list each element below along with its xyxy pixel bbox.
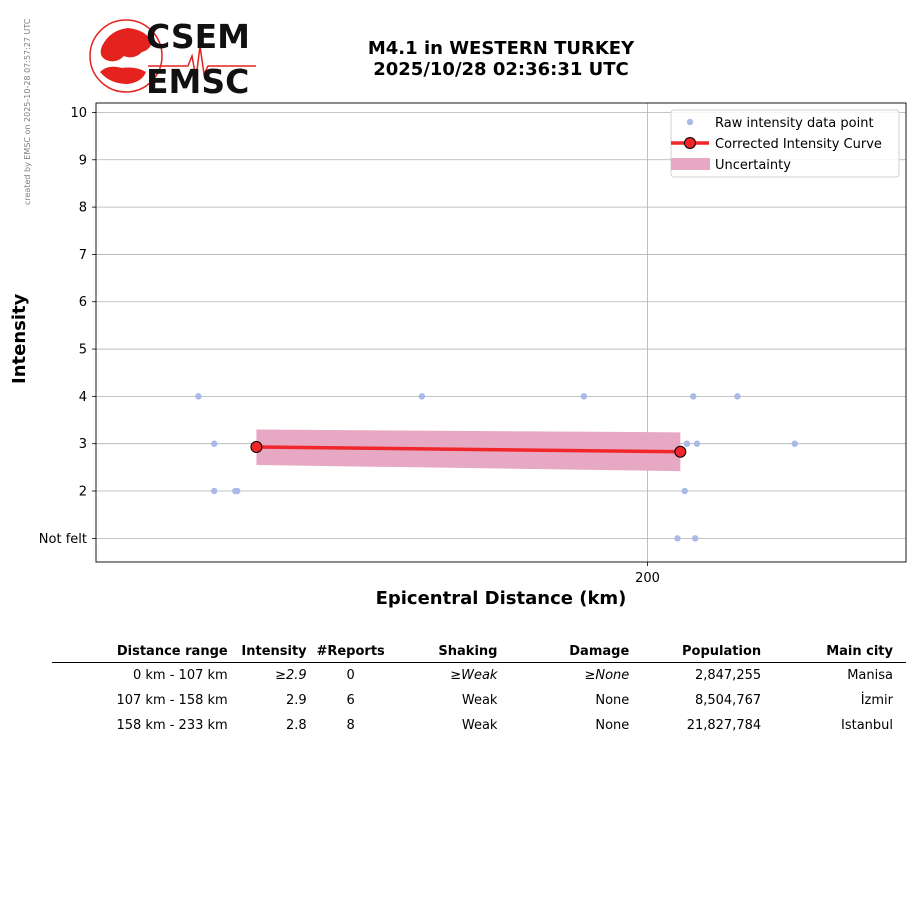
emsc-logo: CSEM EMSC bbox=[89, 17, 256, 98]
raw-data-point bbox=[674, 535, 681, 542]
chart-legend: Raw intensity data point Corrected Intens… bbox=[670, 109, 900, 178]
chart-title: M4.1 in WESTERN TURKEY 2025/10/28 02:36:… bbox=[300, 38, 702, 80]
y-tick-label: 2 bbox=[79, 485, 87, 500]
legend-label: Corrected Intensity Curve bbox=[715, 137, 882, 152]
legend-label: Uncertainty bbox=[715, 158, 791, 173]
cell-intensity: 2.8 bbox=[285, 718, 307, 733]
y-tick-label: 5 bbox=[79, 343, 87, 358]
logo-bottom-text: EMSC bbox=[146, 62, 249, 98]
header-damage: Damage bbox=[497, 640, 630, 663]
cell-distance: 107 km - 158 km bbox=[116, 693, 228, 708]
cell-shaking: ≥Weak bbox=[450, 668, 498, 683]
cell-reports: 8 bbox=[346, 718, 355, 733]
cell-reports: 0 bbox=[346, 668, 355, 683]
cell-intensity: ≥2.9 bbox=[275, 668, 307, 683]
cell-main-city: Manisa bbox=[847, 668, 893, 683]
x-tick-label: 200 bbox=[635, 571, 660, 586]
intensity-table: Distance range Intensity #Reports Shakin… bbox=[52, 640, 906, 738]
cell-distance: 158 km - 233 km bbox=[116, 718, 228, 733]
curve-marker bbox=[250, 441, 263, 454]
y-tick-label: Not felt bbox=[39, 532, 87, 547]
plot-frame bbox=[95, 102, 907, 563]
legend-band-swatch bbox=[671, 158, 710, 170]
cell-main-city: Istanbul bbox=[840, 718, 893, 733]
raw-data-point bbox=[791, 440, 798, 447]
legend-curve-marker bbox=[684, 137, 696, 149]
y-tick-label: 10 bbox=[70, 106, 87, 121]
header-population: Population bbox=[629, 640, 762, 663]
raw-data-point bbox=[683, 440, 691, 447]
title-line-2: 2025/10/28 02:36:31 UTC bbox=[373, 59, 629, 80]
cell-population: 2,847,255 bbox=[694, 668, 762, 683]
y-tick-label: 3 bbox=[79, 437, 87, 452]
table-row: 0 km - 107 km ≥2.9 0 ≥Weak ≥None 2,847,2… bbox=[52, 663, 906, 689]
y-tick-label: 4 bbox=[79, 390, 87, 405]
y-tick-label: 8 bbox=[79, 201, 87, 216]
cell-main-city: İzmir bbox=[860, 693, 893, 708]
x-axis-label: Epicentral Distance (km) bbox=[375, 588, 627, 609]
corrected-intensity-curve bbox=[256, 445, 681, 454]
legend-raw-marker bbox=[686, 118, 694, 126]
cell-damage: None bbox=[595, 718, 630, 733]
plot-area bbox=[96, 103, 906, 562]
raw-data-point bbox=[690, 393, 697, 400]
header-main-city: Main city bbox=[761, 640, 906, 663]
cell-population: 8,504,767 bbox=[694, 693, 762, 708]
legend-label: Raw intensity data point bbox=[715, 116, 874, 131]
header-reports: #Reports bbox=[306, 640, 395, 663]
curve-marker bbox=[674, 445, 687, 458]
raw-data-point bbox=[233, 487, 241, 495]
cell-reports: 6 bbox=[346, 693, 355, 708]
table-row: 158 km - 233 km 2.8 8 Weak None 21,827,7… bbox=[52, 713, 906, 738]
y-axis-label: Intensity bbox=[9, 293, 30, 384]
raw-data-point bbox=[734, 393, 741, 400]
raw-data-point bbox=[693, 440, 701, 447]
cell-intensity: 2.9 bbox=[285, 693, 307, 708]
cell-damage: None bbox=[595, 693, 630, 708]
y-tick-label: 7 bbox=[79, 248, 87, 263]
header-distance: Distance range bbox=[52, 640, 228, 663]
cell-shaking: Weak bbox=[461, 693, 498, 708]
table-row: 107 km - 158 km 2.9 6 Weak None 8,504,76… bbox=[52, 688, 906, 713]
logo-top-text: CSEM bbox=[146, 17, 250, 56]
cell-damage: ≥None bbox=[584, 668, 630, 683]
header-intensity: Intensity bbox=[227, 640, 307, 663]
table-header-row: Distance range Intensity #Reports Shakin… bbox=[52, 640, 906, 663]
cell-shaking: Weak bbox=[461, 718, 498, 733]
title-line-1: M4.1 in WESTERN TURKEY bbox=[367, 38, 635, 59]
raw-data-point bbox=[580, 393, 588, 400]
cell-population: 21,827,784 bbox=[686, 718, 762, 733]
cell-distance: 0 km - 107 km bbox=[133, 668, 228, 683]
intensity-chart: Not felt 2 3 4 5 6 7 8 9 10 200 Raw intensity data … bbox=[39, 102, 907, 586]
raw-data-point bbox=[210, 440, 218, 447]
raw-data-point bbox=[195, 393, 202, 400]
y-tick-label: 6 bbox=[79, 295, 87, 310]
raw-data-point bbox=[681, 487, 688, 495]
header-shaking: Shaking bbox=[394, 640, 498, 663]
raw-data-point bbox=[691, 535, 699, 542]
y-tick-label: 9 bbox=[79, 153, 87, 168]
raw-data-point bbox=[418, 393, 426, 400]
raw-data-point bbox=[210, 487, 218, 495]
